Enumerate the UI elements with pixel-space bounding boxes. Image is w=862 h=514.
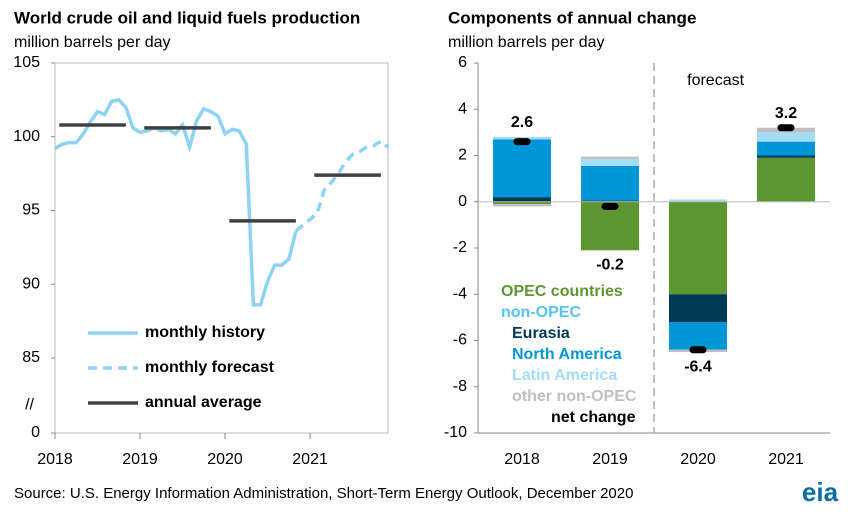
chart-title: Components of annual change [448,8,696,27]
y-tick-label: -10 [444,424,467,441]
chart-subtitle: million barrels per day [448,34,605,51]
bar-segment [493,201,551,205]
bar-segment [757,132,815,142]
y-tick-label: 85 [22,349,40,366]
x-tick-label: 2019 [592,451,628,468]
y-tick-label: 105 [13,54,40,71]
bar-segment [669,201,727,295]
bar-segment [757,157,815,202]
y-tick-label: 0 [458,193,467,210]
y-tick-label: 100 [13,128,40,145]
chart-title: World crude oil and liquid fuels product… [14,8,360,27]
bar-segment [581,200,639,202]
data-label: -6.4 [684,358,712,375]
data-label: 2.6 [511,114,533,131]
x-tick-label: 2021 [768,451,804,468]
bar-segment [669,199,727,202]
legend-label: non-OPEC [501,304,581,321]
bar-segment [669,322,727,350]
data-label: -0.2 [596,257,624,274]
y-tick-label: 6 [458,54,467,71]
y-tick-label: -8 [453,378,467,395]
legend-label: Eurasia [512,325,570,342]
legend-label: OPEC countries [501,283,623,300]
bar-segment [581,158,639,166]
bar-segment [493,139,551,198]
bar-segment [757,141,815,156]
x-tick-label: 2018 [37,451,73,468]
x-tick-label: 2020 [207,451,243,468]
bar-segment [493,204,551,207]
y-tick-label: -4 [453,285,467,302]
bar-segment [493,197,551,202]
axis-break: // [25,397,34,414]
bar-segment [757,155,815,158]
legend-label: monthly forecast [145,359,275,376]
bar-segment [581,165,639,201]
bar-segment [581,156,639,159]
chart-subtitle: million barrels per day [14,34,171,51]
y-tick-label: -6 [453,332,467,349]
y-tick-label: 2 [458,147,467,164]
legend-label: net change [551,409,636,426]
y-tick-label: 4 [458,100,467,117]
x-tick-label: 2020 [680,451,716,468]
line-series [294,139,390,233]
bar-segment [669,294,727,322]
line-series [54,97,298,307]
legend-label: monthly history [145,324,265,341]
source-note: Source: U.S. Energy Information Administ… [14,485,633,502]
legend-label: North America [512,346,622,363]
annotation: forecast [687,72,744,89]
y-tick-label: -2 [453,239,467,256]
y-tick-label: 95 [22,202,40,219]
x-tick-label: 2021 [292,451,328,468]
legend-label: annual average [145,394,262,411]
data-label: 3.2 [775,105,797,122]
y-tick-label: 0 [31,424,40,441]
y-tick-label: 90 [22,275,40,292]
legend-label: other non-OPEC [512,388,637,405]
x-tick-label: 2019 [122,451,158,468]
x-tick-label: 2018 [504,451,540,468]
plot-frame [54,62,389,434]
legend-label: Latin America [512,367,617,384]
logo: eia [802,477,839,507]
